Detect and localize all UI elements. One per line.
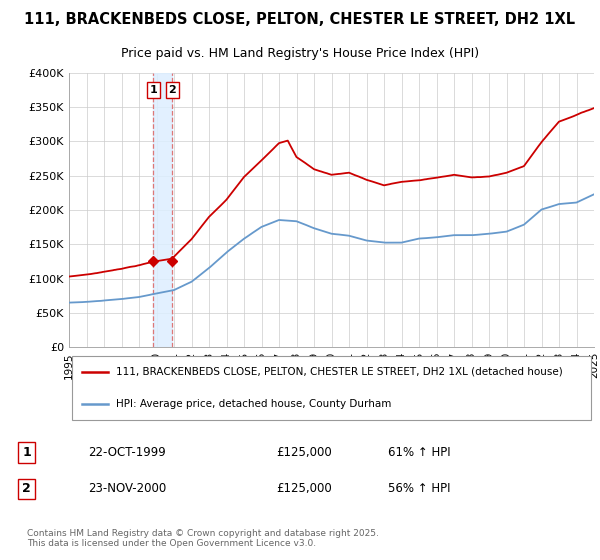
Text: 22-OCT-1999: 22-OCT-1999 bbox=[88, 446, 166, 459]
Text: 56% ↑ HPI: 56% ↑ HPI bbox=[388, 482, 451, 495]
FancyBboxPatch shape bbox=[71, 356, 592, 420]
Text: £125,000: £125,000 bbox=[277, 482, 332, 495]
Text: Contains HM Land Registry data © Crown copyright and database right 2025.
This d: Contains HM Land Registry data © Crown c… bbox=[26, 529, 379, 548]
Text: HPI: Average price, detached house, County Durham: HPI: Average price, detached house, Coun… bbox=[116, 399, 392, 409]
Text: 111, BRACKENBEDS CLOSE, PELTON, CHESTER LE STREET, DH2 1XL (detached house): 111, BRACKENBEDS CLOSE, PELTON, CHESTER … bbox=[116, 367, 563, 377]
Text: 23-NOV-2000: 23-NOV-2000 bbox=[88, 482, 167, 495]
Text: 1: 1 bbox=[22, 446, 31, 459]
Text: 61% ↑ HPI: 61% ↑ HPI bbox=[388, 446, 451, 459]
Text: 111, BRACKENBEDS CLOSE, PELTON, CHESTER LE STREET, DH2 1XL: 111, BRACKENBEDS CLOSE, PELTON, CHESTER … bbox=[25, 12, 575, 27]
Text: 1: 1 bbox=[149, 85, 157, 95]
Bar bbox=[153, 73, 172, 347]
Text: 2: 2 bbox=[169, 85, 176, 95]
Text: 2: 2 bbox=[22, 482, 31, 495]
Text: Price paid vs. HM Land Registry's House Price Index (HPI): Price paid vs. HM Land Registry's House … bbox=[121, 47, 479, 60]
Text: £125,000: £125,000 bbox=[277, 446, 332, 459]
